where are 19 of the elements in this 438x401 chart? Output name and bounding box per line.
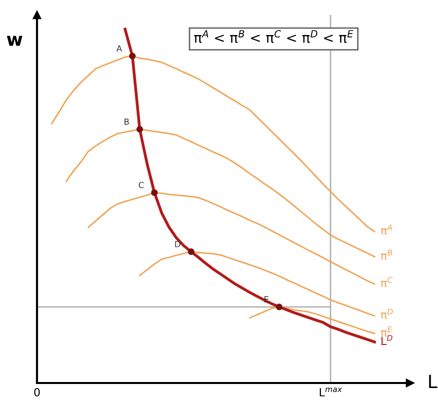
annotation: B [124, 118, 129, 125]
y-axis-title: w [6, 36, 22, 46]
series-label: π$^{C}$ [380, 276, 393, 288]
text: π$^{A}$ < π$^{B}$ < π$^{C}$ < π$^{D}$ < π$^{E}$ [194, 30, 354, 43]
point [276, 304, 282, 310]
point [136, 126, 144, 133]
point [151, 189, 158, 196]
x-tick-label: L$^{max}$ [320, 388, 342, 396]
series-label: π$^{D}$ [380, 308, 393, 319]
point [129, 52, 136, 60]
point [188, 248, 194, 256]
annotation: A [116, 45, 122, 52]
annotation: D [175, 241, 180, 248]
x-tick-label: 0 [34, 388, 40, 396]
annotation: C [138, 182, 144, 188]
series-label: L$^{D}$ [382, 335, 392, 345]
x-axis-title: L [429, 374, 438, 388]
series-label: π$^{B}$ [380, 250, 392, 260]
series-label: π$^{A}$ [380, 224, 392, 235]
